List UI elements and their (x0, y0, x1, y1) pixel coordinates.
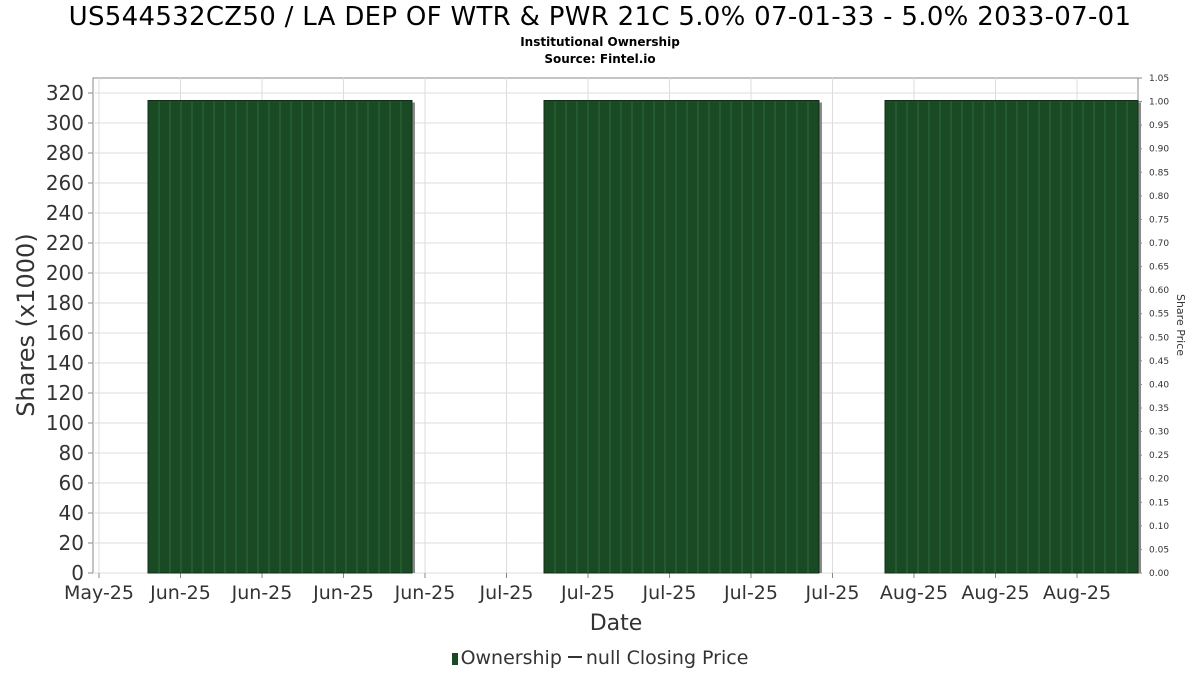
y-tick-label: 60 (59, 471, 84, 495)
y2-tick-label: 0.85 (1149, 168, 1169, 178)
ownership-chart: 0 20 40 60 80 100 120 140 160 180 200 220 240 260 280 3… (12, 74, 1187, 636)
y-tick-label: 140 (46, 351, 84, 375)
chart-subtitle: Institutional Ownership (520, 35, 680, 49)
y-tick-label: 0 (71, 561, 84, 585)
chart-title: US544532CZ50 / LA DEP OF WTR & PWR 21C 5… (68, 2, 1132, 32)
y-tick-label: 100 (46, 411, 84, 435)
y-tick-label: 120 (46, 381, 84, 405)
y2-tick-label: 0.15 (1149, 498, 1169, 508)
y-tick-label: 160 (46, 321, 84, 345)
y2-tick-label: 0.30 (1149, 428, 1169, 438)
y2-tick-label: 0.05 (1149, 545, 1169, 555)
y2-tick-label: 0.45 (1149, 357, 1169, 367)
x-tick-label: Jul-25 (723, 582, 778, 604)
y-axis-title: Shares (x1000) (12, 233, 40, 416)
y-tick-label: 20 (59, 531, 84, 555)
y-tick-label: 300 (46, 111, 84, 135)
legend-price-line (567, 656, 582, 658)
y2-tick-label: 0.00 (1149, 569, 1169, 579)
chart-legend: Ownership null Closing Price (0, 647, 1200, 669)
x-tick-label: Jun-25 (394, 582, 456, 604)
chart-source: Source: Fintel.io (544, 52, 656, 66)
ownership-bar (884, 100, 1139, 574)
y2-axis-title: Share Price (1174, 294, 1187, 356)
x-axis-title: Date (590, 611, 643, 636)
x-tick-label: Aug-25 (961, 582, 1029, 604)
y-tick-label: 80 (59, 441, 84, 465)
x-tick-label: Jun-25 (149, 582, 211, 604)
y2-tick-label: 0.80 (1149, 192, 1169, 202)
y2-tick-label: 0.95 (1149, 121, 1169, 131)
x-tick-label: Jul-25 (642, 582, 697, 604)
y2-tick-label: 0.55 (1149, 310, 1169, 320)
y-tick-label: 40 (59, 501, 84, 525)
ownership-bar (543, 100, 820, 574)
x-tick-label: May-25 (64, 582, 134, 604)
y-tick-label: 200 (46, 261, 84, 285)
x-tick-label: Aug-25 (1043, 582, 1111, 604)
y-tick-label: 320 (46, 81, 84, 105)
y2-tick-label: 0.50 (1149, 333, 1169, 343)
y2-tick-label: 1.05 (1149, 74, 1169, 84)
y2-tick-label: 0.40 (1149, 380, 1169, 390)
legend-price-label: null Closing Price (585, 647, 749, 669)
x-tick-label: Jun-25 (231, 582, 293, 604)
y-tick-label: 220 (46, 231, 84, 255)
y-tick-label: 240 (46, 201, 84, 225)
y-tick-label: 280 (46, 141, 84, 165)
y2-tick-label: 0.60 (1149, 286, 1169, 296)
y2-tick-label: 0.35 (1149, 404, 1169, 414)
legend-ownership-label: Ownership (460, 647, 562, 669)
y2-tick-label: 0.90 (1149, 145, 1169, 155)
y2-tick-label: 0.20 (1149, 475, 1169, 485)
x-tick-label: Aug-25 (880, 582, 948, 604)
y-tick-label: 180 (46, 291, 84, 315)
y2-tick-label: 0.25 (1149, 451, 1169, 461)
y-tick-label: 260 (46, 171, 84, 195)
legend-ownership-swatch (451, 653, 458, 665)
x-tick-label: Jul-25 (805, 582, 860, 604)
x-tick-label: Jul-25 (560, 582, 615, 604)
x-tick-label: Jun-25 (312, 582, 374, 604)
x-tick-label: Jul-25 (479, 582, 534, 604)
y2-tick-label: 0.75 (1149, 215, 1169, 225)
y2-tick-label: 1.00 (1149, 98, 1169, 108)
y2-tick-label: 0.70 (1149, 239, 1169, 249)
y2-tick-label: 0.10 (1149, 522, 1169, 532)
y2-tick-label: 0.65 (1149, 263, 1169, 273)
